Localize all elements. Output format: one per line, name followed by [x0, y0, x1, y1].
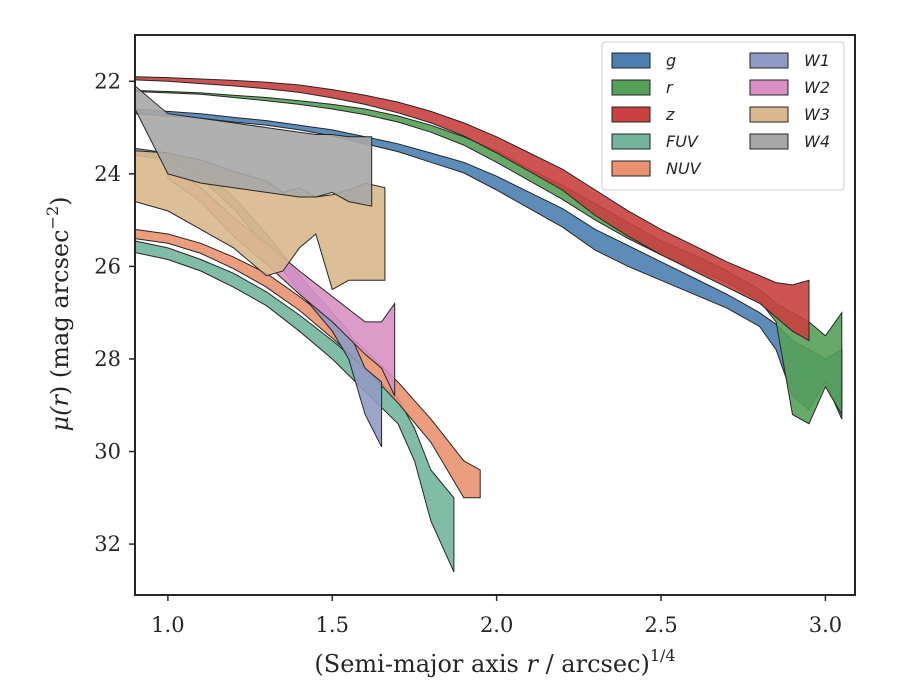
- legend-label: z: [665, 105, 675, 124]
- legend-swatch: [611, 106, 651, 123]
- legend-swatch: [611, 79, 651, 96]
- legend-entry-w2: W2: [749, 78, 830, 97]
- x-axis-label: (Semi-major axis r / arcsec)1/4: [314, 646, 675, 678]
- legend-swatch: [749, 133, 789, 150]
- legend-label: r: [666, 78, 674, 97]
- legend-entry-w3: W3: [749, 105, 830, 124]
- y-tick-label: 26: [94, 254, 121, 278]
- y-axis-label: μ(rμ() (mag arcsec−2): [43, 196, 74, 431]
- band-g: [135, 108, 843, 420]
- band-z: [135, 76, 810, 342]
- y-tick-label: 24: [94, 162, 121, 186]
- legend: grz FUV NUV W1 W2 W3 W4: [601, 41, 845, 191]
- plot-frame: [134, 34, 856, 596]
- legend-label: W4: [804, 132, 830, 151]
- band-fuv: [135, 240, 455, 573]
- legend-swatch: [749, 106, 789, 123]
- x-tick-label: 1.5: [316, 613, 349, 637]
- x-tick-label: 3.0: [809, 613, 842, 637]
- x-axis: 1.0 1.5 2.0 2.5 3.0: [151, 595, 842, 637]
- y-tick-label: 30: [94, 440, 121, 464]
- x-tick-label: 2.5: [644, 613, 677, 637]
- band-w4: [135, 85, 373, 207]
- legend-entry-fuv: FUV: [611, 132, 699, 151]
- y-axis: 22 24 26 28 30 32: [94, 69, 135, 556]
- legend-label: FUV: [666, 132, 699, 151]
- legend-entry-nuv: NUV: [611, 159, 702, 178]
- band-r: [135, 89, 843, 425]
- legend-entry-z: z: [611, 105, 675, 124]
- legend-swatch: [749, 52, 789, 69]
- band-nuv: [135, 228, 481, 499]
- legend-entry-r: r: [611, 78, 674, 97]
- x-tick-label: 1.0: [151, 613, 184, 637]
- legend-label: W1: [804, 51, 830, 70]
- legend-swatch: [611, 52, 651, 69]
- legend-label: g: [666, 51, 676, 70]
- legend-entry-w4: W4: [749, 132, 830, 151]
- legend-box: [601, 41, 845, 191]
- legend-label: W3: [804, 105, 830, 124]
- legend-label: W2: [804, 78, 830, 97]
- y-tick-label: 32: [94, 532, 121, 556]
- legend-label: NUV: [666, 159, 702, 178]
- legend-swatch: [749, 79, 789, 96]
- legend-swatch: [611, 133, 651, 150]
- legend-swatch: [611, 160, 651, 177]
- y-tick-label: 28: [94, 347, 121, 371]
- y-tick-label: 22: [94, 69, 121, 93]
- band-layer: [135, 76, 843, 573]
- x-tick-label: 2.0: [480, 613, 513, 637]
- legend-entry-w1: W1: [749, 51, 830, 70]
- legend-entry-g: g: [611, 51, 676, 70]
